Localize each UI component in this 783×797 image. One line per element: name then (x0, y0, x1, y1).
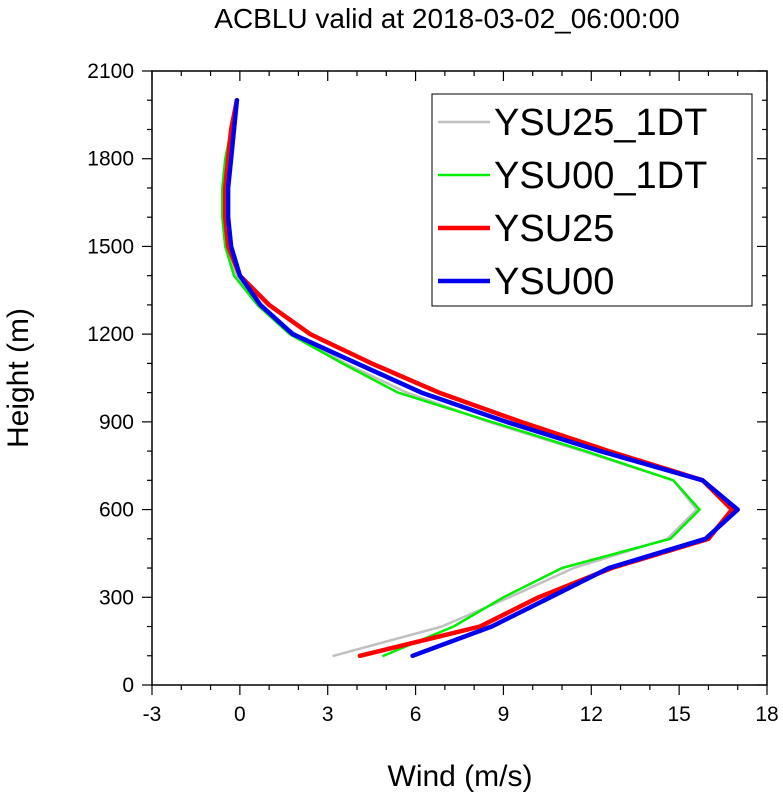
axes: -3 0 3 6 9 12 15 18 0 300 600 900 1200 1500 1800 2100 (87, 60, 778, 726)
legend-label: YSU00_1DT (494, 155, 707, 197)
legend-box (431, 93, 753, 307)
x-tick-label: 0 (234, 703, 246, 726)
x-axis-title: Wind (m/s) (388, 760, 533, 793)
y-tick-label: 300 (99, 586, 134, 609)
x-tick-label: 3 (322, 703, 334, 726)
y-tick-label: 2100 (87, 60, 134, 83)
x-tick-label: 12 (580, 703, 603, 726)
legend: YSU25_1DT YSU00_1DT YSU25 YSU00 (431, 93, 753, 307)
x-tick-label: 9 (498, 703, 510, 726)
legend-label: YSU25 (494, 208, 614, 250)
x-tick-label: 18 (755, 703, 778, 726)
y-axis-title: Height (m) (2, 308, 35, 448)
series-line-ysu00-1dt (221, 98, 701, 658)
y-tick-label: 1500 (87, 235, 134, 258)
plot-frame (151, 70, 768, 686)
x-tick-label: 6 (410, 703, 422, 726)
x-tick-label: -3 (143, 703, 162, 726)
y-tick-label: 600 (99, 499, 134, 522)
y-tick-label: 0 (122, 674, 134, 697)
chart-title: ACBLU valid at 2018-03-02_06:00:00 (214, 3, 679, 34)
plot-lines (221, 97, 740, 659)
series-line-ysu00 (225, 97, 740, 659)
legend-label: YSU00 (494, 261, 614, 303)
y-tick-label: 1200 (87, 323, 134, 346)
x-tick-label: 15 (667, 703, 690, 726)
legend-label: YSU25_1DT (494, 102, 707, 144)
y-tick-label: 900 (99, 411, 134, 434)
y-tick-label: 1800 (87, 148, 134, 171)
